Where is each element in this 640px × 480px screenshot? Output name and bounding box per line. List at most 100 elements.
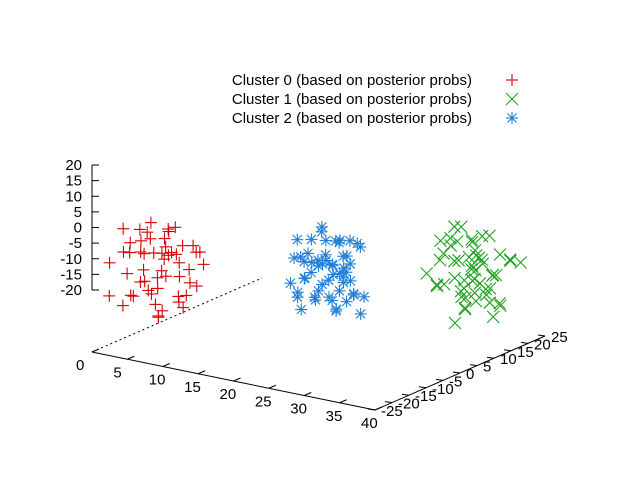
data-point xyxy=(493,248,507,261)
x-tick-label: 25 xyxy=(255,393,272,410)
data-point xyxy=(514,256,528,269)
data-point xyxy=(295,303,308,316)
x-tick-mark xyxy=(374,406,383,411)
y-tick-mark xyxy=(452,371,461,374)
x-tick-mark xyxy=(127,355,135,360)
data-point xyxy=(197,258,210,271)
y-tick-mark xyxy=(435,378,444,381)
z-tick-label: -15 xyxy=(60,266,82,283)
x-tick-label: 35 xyxy=(326,408,343,425)
data-point xyxy=(137,263,150,276)
data-point xyxy=(305,266,318,279)
data-point xyxy=(475,253,489,267)
data-point xyxy=(123,246,136,259)
data-point xyxy=(162,249,175,262)
legend-marker xyxy=(506,74,518,86)
data-point xyxy=(351,237,364,250)
data-point xyxy=(316,257,329,270)
data-point xyxy=(340,295,353,308)
data-point xyxy=(133,223,146,236)
data-point xyxy=(170,248,183,261)
data-point xyxy=(475,229,489,243)
data-point xyxy=(116,299,129,312)
x-tick-mark xyxy=(304,392,312,396)
z-tick-label: 5 xyxy=(74,204,82,221)
data-point xyxy=(291,233,304,246)
data-point xyxy=(117,245,130,258)
data-point xyxy=(334,234,346,247)
data-point xyxy=(455,290,468,304)
data-point xyxy=(452,253,466,267)
data-point xyxy=(149,298,162,311)
x-tick-mark xyxy=(339,399,347,404)
data-point xyxy=(347,287,360,300)
y-tick-mark xyxy=(367,408,376,411)
y-tick-mark xyxy=(418,386,427,389)
data-point xyxy=(483,296,497,310)
data-point xyxy=(465,262,478,276)
y-tick-label: 0 xyxy=(466,366,474,383)
data-point xyxy=(103,289,116,302)
y-tick-mark xyxy=(520,341,529,344)
y-tick-mark xyxy=(537,334,546,337)
x-tick-mark xyxy=(233,377,241,382)
data-point xyxy=(117,222,130,235)
data-point xyxy=(291,291,304,304)
data-point xyxy=(433,253,447,267)
data-point xyxy=(344,274,357,287)
data-point xyxy=(450,235,464,248)
y-tick-label: -5 xyxy=(449,373,462,390)
x-tick-mark xyxy=(268,384,277,389)
x-tick-label: 5 xyxy=(113,364,121,381)
y-tick-mark xyxy=(503,349,512,352)
data-point xyxy=(444,239,458,253)
data-point xyxy=(327,268,340,281)
data-point xyxy=(448,316,462,330)
data-point xyxy=(333,236,346,249)
data-point xyxy=(159,270,172,283)
x-tick-mark xyxy=(91,348,100,353)
data-point xyxy=(309,293,322,306)
data-point xyxy=(458,302,472,316)
data-point xyxy=(468,286,482,300)
data-point xyxy=(169,221,182,234)
data-point xyxy=(465,232,479,246)
data-point xyxy=(158,232,171,245)
data-point xyxy=(180,289,193,302)
data-point xyxy=(152,311,165,324)
data-point xyxy=(468,243,482,257)
data-point xyxy=(340,250,353,263)
x-tick-label: 20 xyxy=(220,386,237,403)
data-point xyxy=(336,270,349,283)
y-tick-label: 5 xyxy=(483,359,491,376)
data-point xyxy=(454,220,468,234)
z-tick-label: 20 xyxy=(65,157,82,174)
y-tick-label: -25 xyxy=(381,403,403,420)
data-point xyxy=(454,284,468,298)
axes xyxy=(91,164,546,411)
y-tick-label: -15 xyxy=(415,388,437,405)
data-point xyxy=(448,220,461,234)
data-point xyxy=(483,281,497,295)
x-tick-label: 15 xyxy=(184,379,201,396)
data-point xyxy=(479,288,493,302)
data-point xyxy=(165,246,178,259)
data-point xyxy=(462,250,476,264)
series-2 xyxy=(284,220,371,320)
data-point xyxy=(503,253,517,266)
data-point xyxy=(183,276,196,289)
data-point xyxy=(312,284,325,297)
data-point xyxy=(486,268,500,282)
y-tick-label: 10 xyxy=(500,351,517,368)
data-point xyxy=(459,291,472,305)
data-point xyxy=(489,268,503,282)
data-point xyxy=(177,301,190,314)
y-tick-mark xyxy=(401,393,410,396)
x-tick-mark xyxy=(197,370,206,375)
data-point xyxy=(437,247,451,260)
data-point xyxy=(354,307,367,320)
data-point xyxy=(315,220,328,233)
data-point xyxy=(193,246,206,259)
data-point xyxy=(284,277,297,290)
